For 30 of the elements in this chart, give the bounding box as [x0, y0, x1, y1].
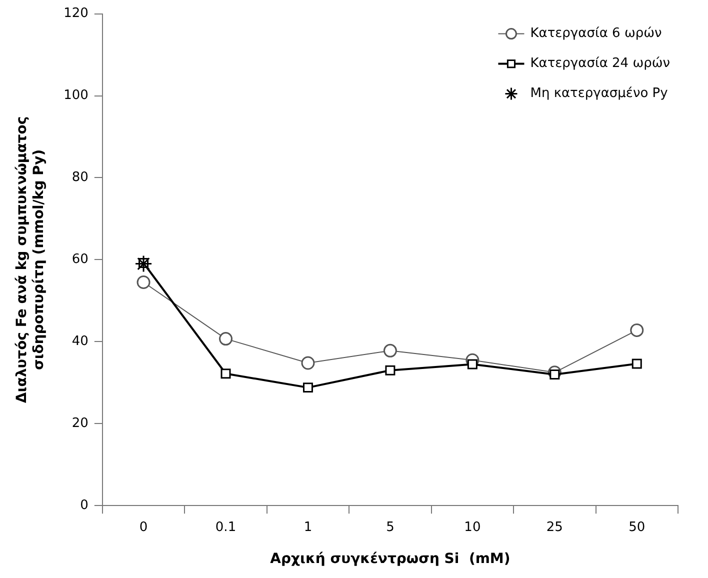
x-tick-label: 50	[628, 520, 646, 535]
y-tick-label: 40	[72, 334, 88, 350]
x-axis-title: Αρχική συγκέντρωση Si (mM)	[270, 551, 510, 568]
point	[219, 332, 233, 346]
legend-label: Μη κατεργασμένο Py	[530, 86, 668, 102]
point	[301, 356, 315, 370]
y-tick-label: 80	[72, 170, 88, 186]
x-tick-label: 0	[139, 520, 148, 535]
point	[220, 368, 231, 379]
x-tick-label: 5	[386, 520, 394, 535]
x-tick-label: 1	[304, 520, 312, 535]
y-axis-title: Διαλυτός Fe ανά kg συμπυκνώματος σιδηροπυρίτη (mmol/kg Py)	[14, 116, 47, 404]
y-tick-label: 120	[64, 6, 88, 22]
legend-label: Κατεργασία 24 ωρών	[530, 56, 670, 72]
point	[383, 344, 397, 358]
y-tick-label: 100	[64, 88, 88, 104]
point	[630, 323, 644, 337]
x-tick-label: 10	[464, 520, 481, 535]
legend-label: Κατεργασία 6 ωρών	[530, 26, 662, 42]
y-tick-label: 60	[72, 252, 88, 268]
point	[136, 275, 150, 289]
x-tick-label: 0.1	[215, 520, 236, 535]
y-tick-label: 20	[72, 416, 88, 432]
point	[302, 382, 313, 393]
y-tick-label: 0	[80, 498, 88, 513]
point	[385, 365, 396, 376]
point	[467, 359, 478, 370]
point	[632, 358, 642, 369]
x-tick-label: 25	[546, 520, 563, 535]
point	[134, 255, 152, 273]
